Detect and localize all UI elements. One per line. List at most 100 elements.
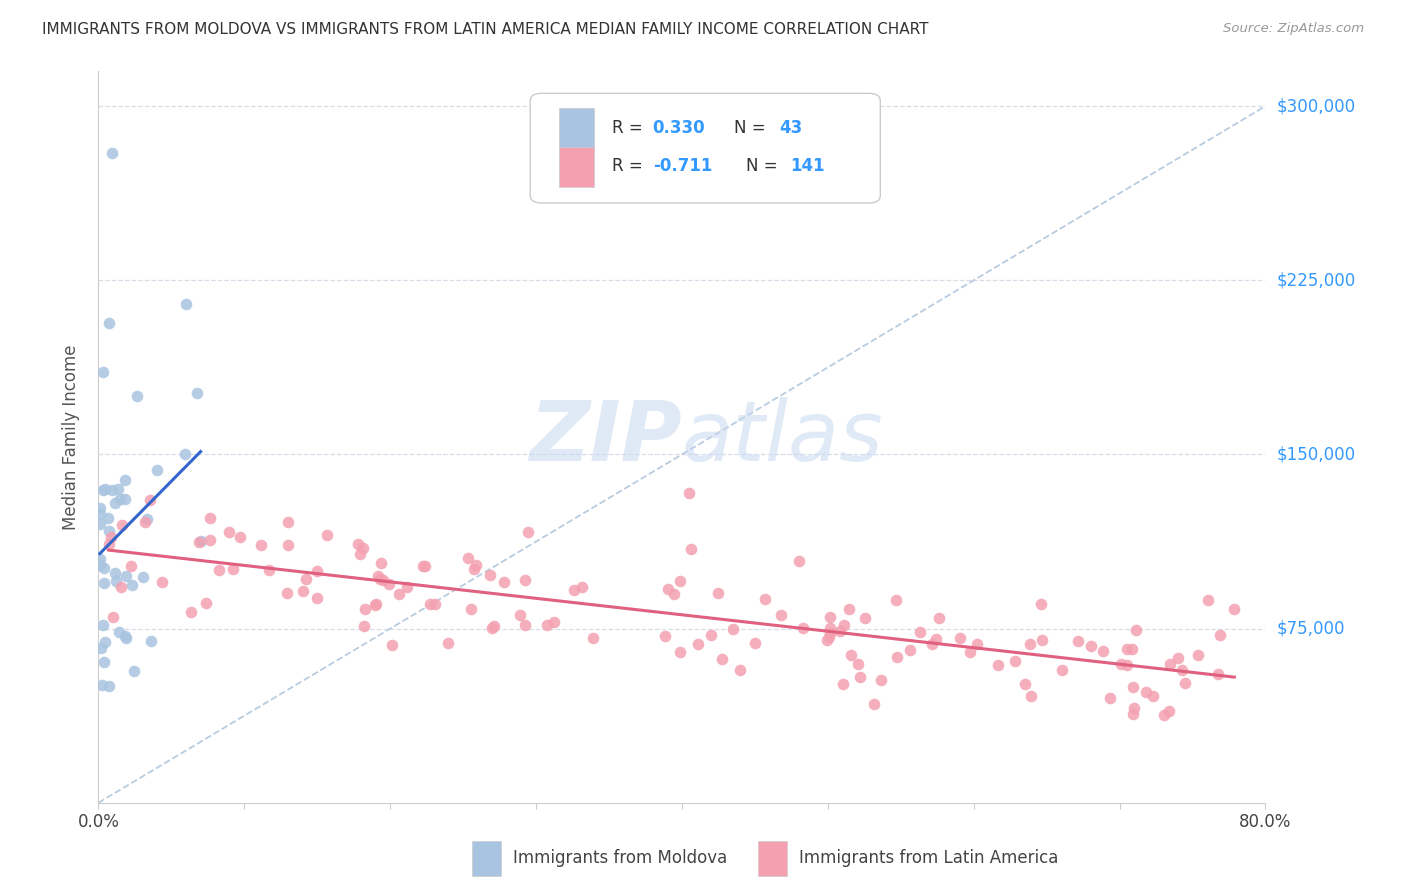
Point xyxy=(754,592,776,607)
Point xyxy=(818,610,841,624)
Point xyxy=(1174,676,1197,690)
Point xyxy=(513,618,536,632)
Point xyxy=(818,626,841,640)
Point xyxy=(492,575,515,590)
Point xyxy=(134,515,156,529)
Point xyxy=(94,635,117,649)
Point xyxy=(1116,657,1139,672)
Point xyxy=(98,316,121,330)
Point xyxy=(276,586,298,600)
Point xyxy=(654,629,676,643)
FancyBboxPatch shape xyxy=(560,146,595,187)
Point xyxy=(457,551,479,566)
Point xyxy=(1223,602,1246,616)
Point xyxy=(353,619,375,633)
Point xyxy=(146,463,169,477)
Text: $75,000: $75,000 xyxy=(1277,620,1346,638)
Point xyxy=(419,597,441,611)
Point xyxy=(114,492,136,507)
Point xyxy=(516,524,538,539)
Point xyxy=(869,673,891,688)
Point xyxy=(108,625,131,640)
Point xyxy=(460,602,482,616)
Point xyxy=(678,485,700,500)
Point xyxy=(910,625,932,640)
Point xyxy=(396,580,419,594)
Point xyxy=(180,605,202,619)
Point xyxy=(93,365,115,379)
Point xyxy=(188,534,211,549)
Point xyxy=(295,573,318,587)
Point xyxy=(463,562,485,576)
Point xyxy=(1142,689,1164,703)
Point xyxy=(381,639,404,653)
Point xyxy=(114,473,136,487)
Point xyxy=(364,599,387,613)
Point xyxy=(388,587,411,601)
Point xyxy=(1123,700,1146,714)
Point xyxy=(1014,677,1036,691)
Point xyxy=(121,578,143,592)
Point xyxy=(966,637,988,651)
Point xyxy=(700,627,723,641)
Point xyxy=(987,657,1010,672)
Text: -0.711: -0.711 xyxy=(652,158,711,176)
Point xyxy=(849,671,872,685)
Point xyxy=(1029,597,1052,611)
Point xyxy=(111,517,134,532)
Y-axis label: Median Family Income: Median Family Income xyxy=(62,344,80,530)
Point xyxy=(1109,657,1132,671)
Point xyxy=(107,482,129,496)
Point xyxy=(277,538,299,552)
Point xyxy=(925,632,948,646)
Point xyxy=(744,636,766,650)
Text: 43: 43 xyxy=(779,120,801,137)
Point xyxy=(174,296,197,310)
Point xyxy=(1019,690,1042,704)
Point xyxy=(1122,706,1144,721)
Text: Immigrants from Moldova: Immigrants from Moldova xyxy=(513,849,727,867)
Point xyxy=(928,611,950,625)
Point xyxy=(97,537,120,551)
Point xyxy=(114,629,136,643)
Point xyxy=(949,631,972,645)
Point xyxy=(959,644,981,658)
Point xyxy=(120,558,142,573)
Point xyxy=(662,587,685,601)
Point xyxy=(817,630,839,644)
Point xyxy=(710,651,733,665)
Point xyxy=(305,565,328,579)
Point xyxy=(98,524,121,538)
Point xyxy=(479,567,502,582)
Point xyxy=(108,491,131,506)
Point xyxy=(1171,663,1194,677)
Point xyxy=(218,525,240,540)
Point xyxy=(90,641,112,656)
Point xyxy=(277,515,299,529)
Point xyxy=(104,566,127,581)
Point xyxy=(103,610,125,624)
Point xyxy=(89,501,111,516)
Point xyxy=(100,530,122,544)
Point xyxy=(839,648,862,662)
Point xyxy=(114,631,136,645)
Point xyxy=(543,615,565,629)
Point xyxy=(688,637,710,651)
Point xyxy=(174,447,197,461)
Text: 0.330: 0.330 xyxy=(652,120,706,137)
Point xyxy=(89,516,111,531)
Point xyxy=(100,483,122,497)
Point xyxy=(412,559,434,574)
Point xyxy=(370,556,392,570)
Point xyxy=(354,602,377,616)
Point xyxy=(509,607,531,622)
Point xyxy=(249,538,271,552)
Text: N =: N = xyxy=(747,158,783,176)
Point xyxy=(132,570,155,584)
Point xyxy=(138,493,160,508)
Text: $225,000: $225,000 xyxy=(1277,271,1357,289)
Point xyxy=(1115,641,1137,656)
Point xyxy=(728,663,751,677)
Point xyxy=(93,560,115,574)
Point xyxy=(1167,651,1189,665)
